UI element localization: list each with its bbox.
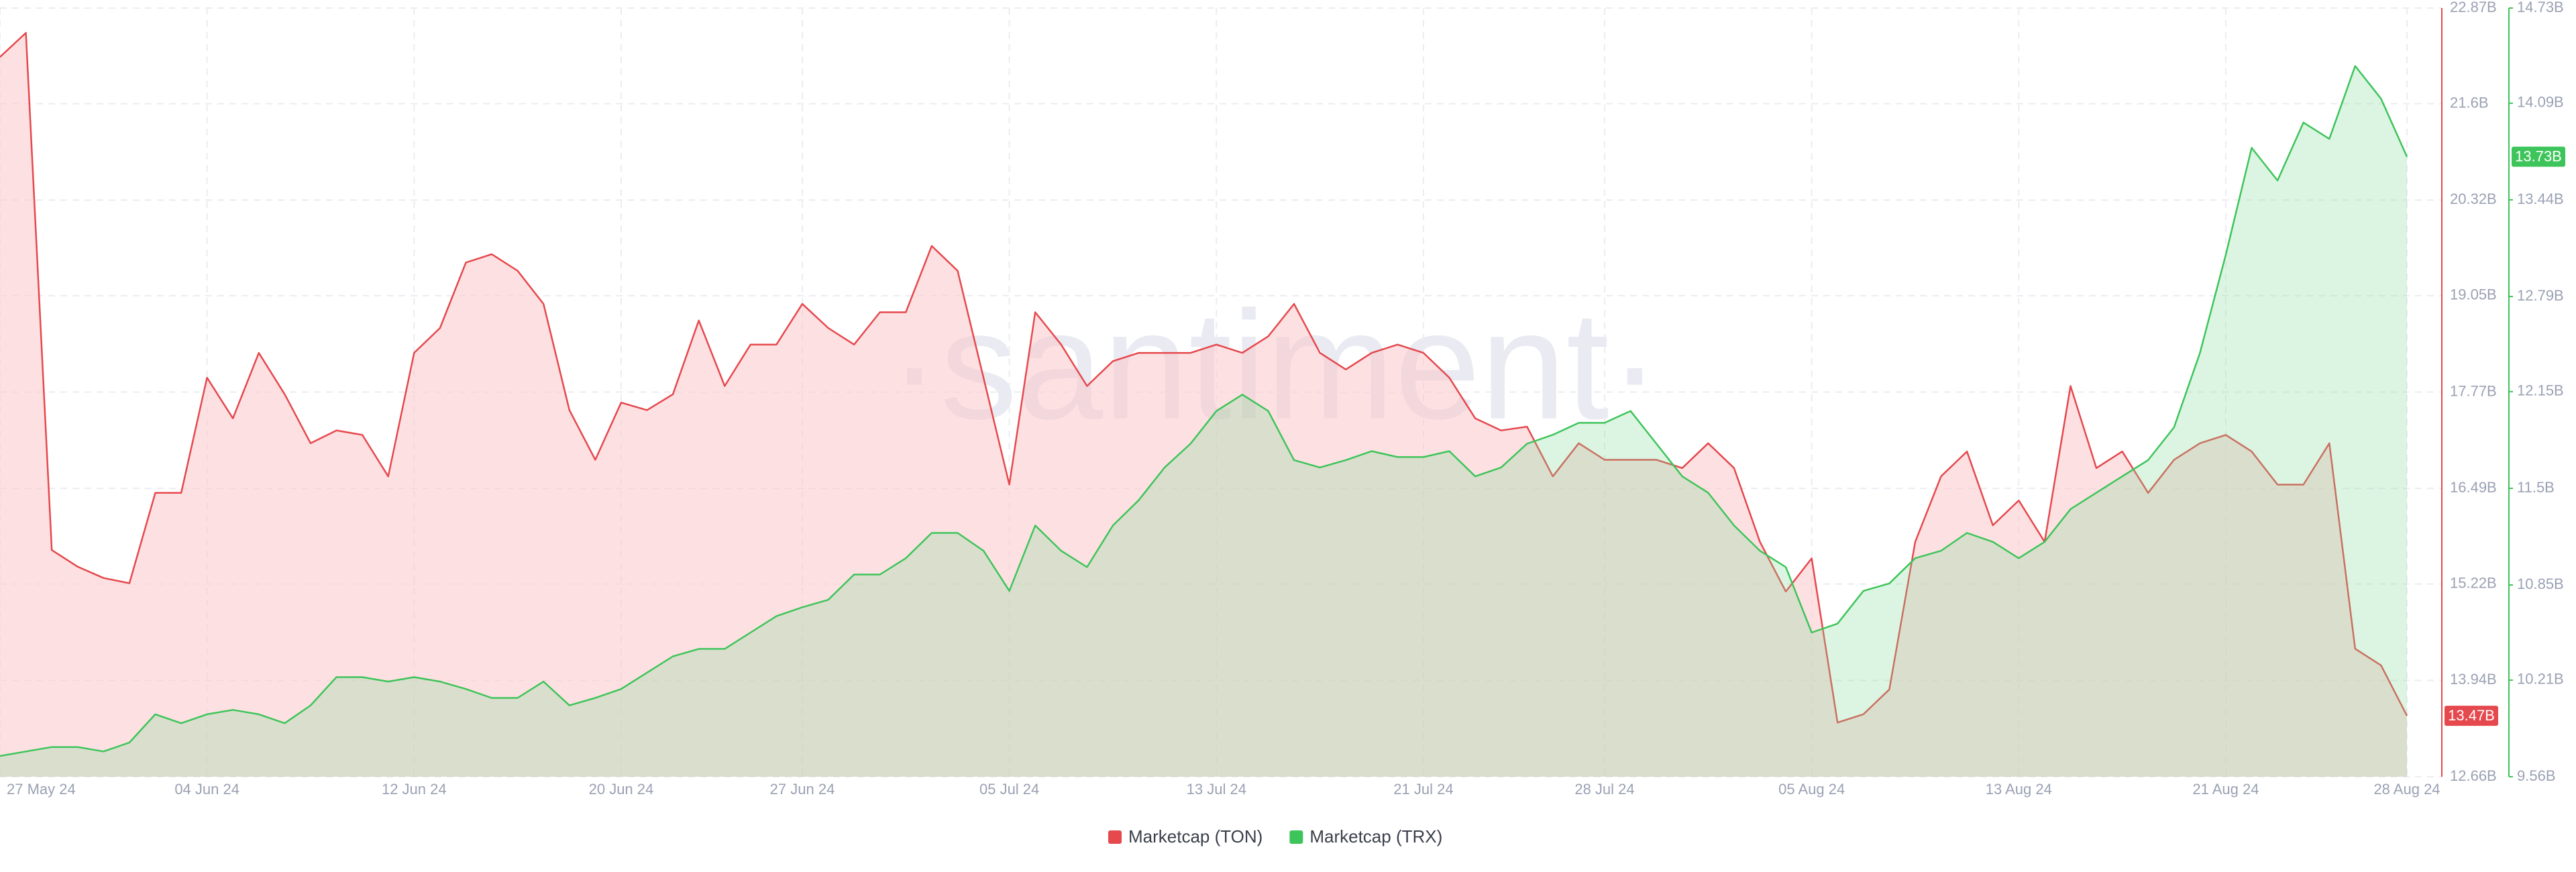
x-tick-label: 21 Aug 24 — [2192, 781, 2259, 798]
legend-label: Marketcap (TRX) — [1309, 826, 1442, 847]
x-tick-label: 21 Jul 24 — [1393, 781, 1453, 798]
legend-swatch — [1289, 830, 1303, 844]
line — [0, 65, 2408, 757]
current-value-box — [2512, 146, 2565, 167]
line — [0, 32, 2408, 724]
y-tick-label: 13.94B — [2450, 671, 2497, 688]
y2-tick-label: 14.09B — [2517, 94, 2564, 111]
area — [0, 33, 2407, 777]
legend: Marketcap (TON) Marketcap (TRX) — [1108, 826, 1442, 847]
area — [0, 66, 2407, 777]
current-value-label: 13.47B — [2448, 707, 2495, 724]
y-tick-label: 22.87B — [2450, 0, 2497, 15]
y-tick-label: 21.6B — [2450, 94, 2489, 111]
current-value-label: 13.73B — [2515, 148, 2562, 164]
y2-tick-label: 12.15B — [2517, 382, 2564, 399]
y-tick-label: 16.49B — [2450, 479, 2497, 496]
y2-tick-label: 9.56B — [2517, 767, 2556, 784]
y-tick-label: 15.22B — [2450, 574, 2497, 591]
x-tick-label: 13 Jul 24 — [1187, 781, 1246, 798]
current-value-box — [2445, 706, 2498, 726]
x-tick-label: 27 May 24 — [7, 781, 76, 798]
x-tick-label: 05 Jul 24 — [979, 781, 1039, 798]
y2-tick-label: 14.73B — [2517, 0, 2564, 15]
y-tick-label: 17.77B — [2450, 382, 2497, 399]
x-tick-label: 20 Jun 24 — [589, 781, 654, 798]
y-tick-label: 20.32B — [2450, 190, 2497, 207]
y2-tick-label: 10.85B — [2517, 576, 2564, 592]
y2-tick-label: 10.21B — [2517, 671, 2564, 688]
x-tick-label: 28 Aug 24 — [2373, 781, 2440, 798]
x-tick-label: 28 Jul 24 — [1574, 781, 1634, 798]
y2-tick-label: 12.79B — [2517, 287, 2564, 304]
y2-tick-label: 11.5B — [2517, 479, 2555, 496]
x-tick-label: 05 Aug 24 — [1778, 781, 1845, 798]
x-tick-label: 13 Aug 24 — [1986, 781, 2052, 798]
legend-swatch — [1108, 830, 1122, 844]
y-tick-label: 12.66B — [2450, 767, 2497, 784]
x-tick-label: 12 Jun 24 — [382, 781, 447, 798]
x-tick-label: 04 Jun 24 — [174, 781, 239, 798]
y2-tick-label: 13.44B — [2517, 190, 2564, 207]
legend-label: Marketcap (TON) — [1128, 826, 1263, 847]
x-tick-label: 27 Jun 24 — [770, 781, 835, 798]
y-tick-label: 19.05B — [2450, 286, 2497, 303]
